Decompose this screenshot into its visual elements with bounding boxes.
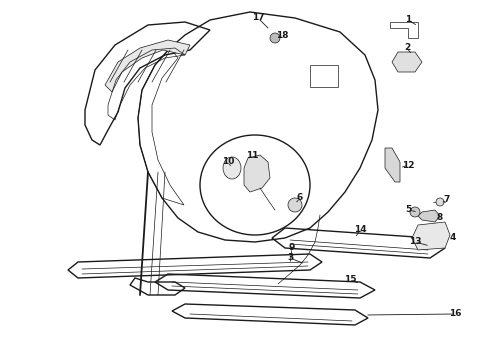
Text: 17: 17 xyxy=(252,13,264,22)
Text: 16: 16 xyxy=(449,310,461,319)
Text: 5: 5 xyxy=(405,206,411,215)
Text: 8: 8 xyxy=(437,213,443,222)
Bar xyxy=(310,65,338,87)
Text: 9: 9 xyxy=(289,243,295,252)
Circle shape xyxy=(436,198,444,206)
Text: 3: 3 xyxy=(287,253,293,262)
Polygon shape xyxy=(392,52,422,72)
Text: 14: 14 xyxy=(354,225,367,234)
Text: 6: 6 xyxy=(297,194,303,202)
Text: 10: 10 xyxy=(222,158,234,166)
Polygon shape xyxy=(385,148,400,182)
Polygon shape xyxy=(244,155,270,192)
Text: 15: 15 xyxy=(344,274,356,284)
Circle shape xyxy=(410,207,420,217)
Text: 12: 12 xyxy=(402,161,414,170)
Text: 1: 1 xyxy=(405,15,411,24)
Ellipse shape xyxy=(223,157,241,179)
Circle shape xyxy=(288,198,302,212)
Polygon shape xyxy=(418,210,440,222)
Polygon shape xyxy=(412,222,450,250)
Text: 18: 18 xyxy=(276,31,288,40)
Text: 7: 7 xyxy=(444,195,450,204)
Polygon shape xyxy=(105,40,190,92)
Text: 11: 11 xyxy=(246,152,258,161)
Text: 2: 2 xyxy=(404,44,410,53)
Text: 13: 13 xyxy=(409,238,421,247)
Text: 4: 4 xyxy=(450,234,456,243)
Circle shape xyxy=(270,33,280,43)
